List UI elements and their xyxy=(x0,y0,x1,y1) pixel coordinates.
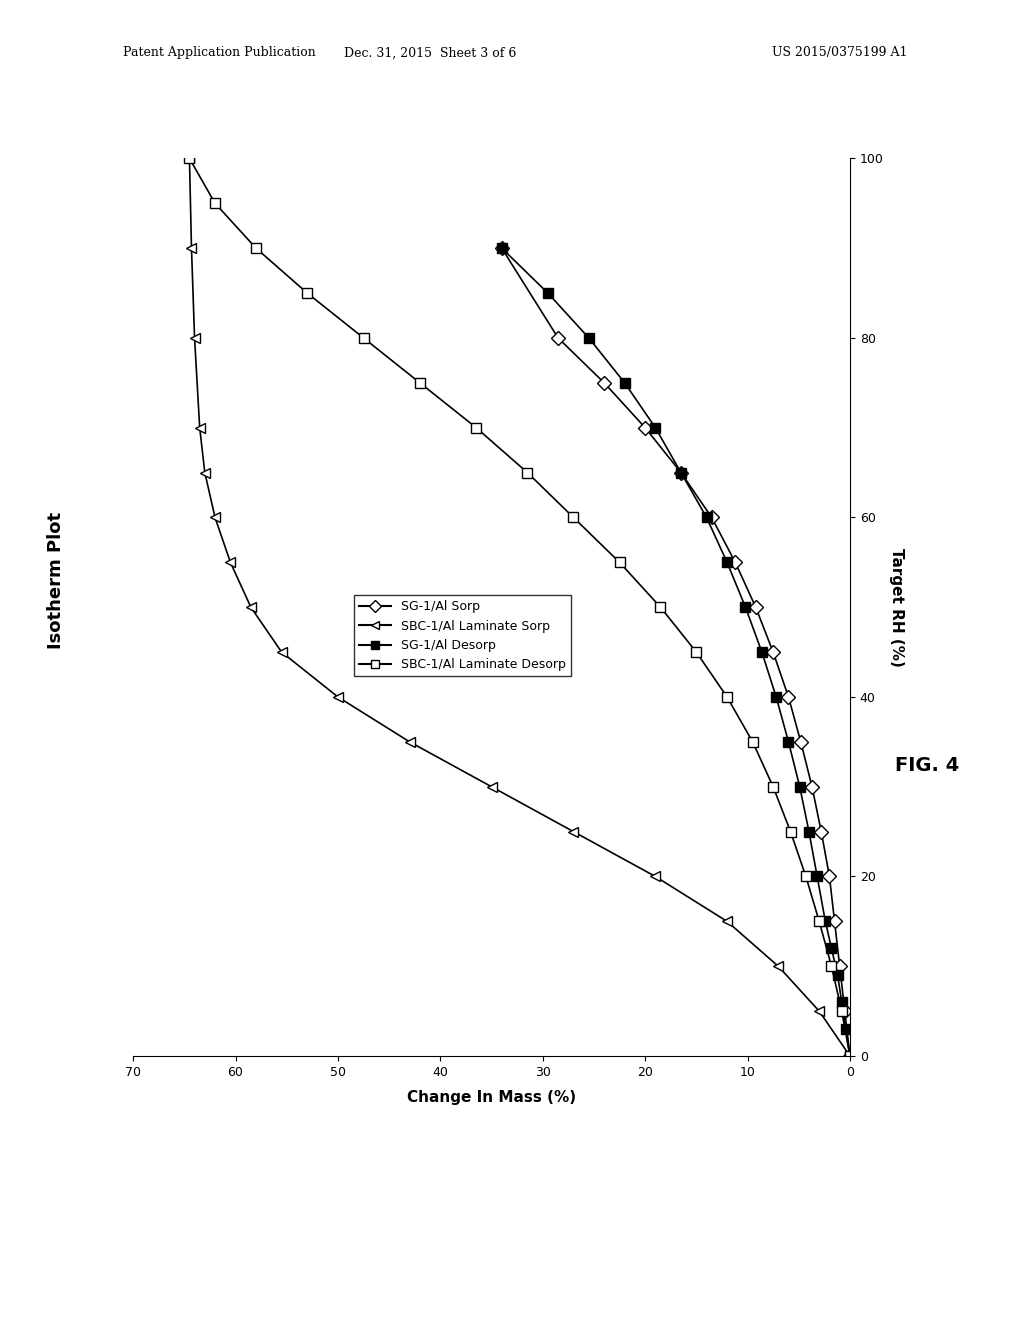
X-axis label: Change In Mass (%): Change In Mass (%) xyxy=(407,1090,577,1105)
Text: Dec. 31, 2015  Sheet 3 of 6: Dec. 31, 2015 Sheet 3 of 6 xyxy=(344,46,516,59)
Text: FIG. 4: FIG. 4 xyxy=(895,756,958,775)
Text: Patent Application Publication: Patent Application Publication xyxy=(123,46,315,59)
Y-axis label: Target RH (%): Target RH (%) xyxy=(890,548,904,667)
Text: US 2015/0375199 A1: US 2015/0375199 A1 xyxy=(772,46,907,59)
Text: Isotherm Plot: Isotherm Plot xyxy=(47,512,66,649)
Legend: SG-1/Al Sorp, SBC-1/Al Laminate Sorp, SG-1/Al Desorp, SBC-1/Al Laminate Desorp: SG-1/Al Sorp, SBC-1/Al Laminate Sorp, SG… xyxy=(354,595,570,676)
